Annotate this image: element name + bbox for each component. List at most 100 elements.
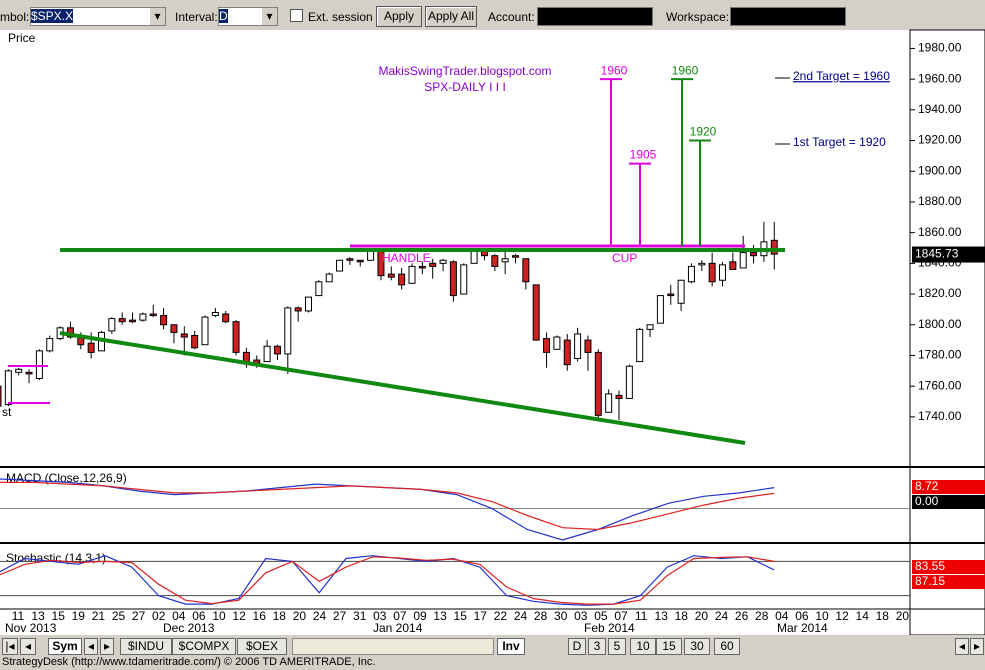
y-tick-label: 1740.00 (918, 409, 962, 423)
candle-body (0, 385, 2, 407)
symbol-tab[interactable]: $INDU (120, 638, 172, 655)
x-tick-label: 18 (273, 609, 287, 623)
candle-body (108, 318, 116, 332)
nav[interactable]: ◂ (20, 638, 36, 655)
x-tick-label: 11 (635, 609, 648, 623)
workspace-select[interactable] (730, 7, 846, 26)
symbol-input[interactable]: $SPX.X ▾ (30, 7, 166, 26)
period-tab[interactable]: 5 (608, 638, 626, 655)
interval-input[interactable]: D ▾ (218, 7, 278, 26)
candle-body (501, 258, 509, 263)
x-tick-label: 20 (896, 609, 910, 623)
x-tick-label: 15 (52, 609, 66, 623)
month-label: Feb 2014 (584, 621, 635, 635)
candle-body (429, 262, 437, 267)
symbol-tab[interactable]: $COMPX (172, 638, 236, 655)
period-tab[interactable]: D (568, 638, 586, 655)
candle-body (719, 264, 726, 281)
checkbox[interactable] (290, 9, 303, 22)
interval-value: D (219, 9, 228, 23)
y-tick-label: 1800.00 (918, 317, 962, 331)
candle-body (211, 311, 219, 317)
candle-body (543, 338, 551, 353)
candle-body (491, 255, 499, 267)
candle-body (750, 252, 758, 257)
candle-body (522, 258, 530, 283)
x-tick-label: 15 (454, 609, 468, 623)
symbol-tab[interactable]: $OEX (237, 638, 287, 655)
candle-body (460, 264, 468, 295)
x-tick-label: 18 (675, 609, 689, 623)
x-tick-label: 30 (554, 609, 568, 623)
x-tick-label: 07 (393, 609, 407, 623)
scrollbar[interactable] (292, 638, 494, 655)
x-tick-label: 26 (735, 609, 749, 623)
pane-title: Stochastic (14,3,1) (6, 551, 106, 565)
x-tick-label: 25 (112, 609, 126, 623)
indicator-value: 87.15 (915, 574, 945, 588)
period-tab[interactable]: 10 (630, 638, 656, 655)
x-tick-label: 09 (413, 609, 427, 623)
projection-label: 1960 (601, 63, 628, 77)
y-tick-label: 1820.00 (918, 286, 962, 300)
period-tab[interactable]: 60 (714, 638, 740, 655)
x-tick-label: 12 (835, 609, 849, 623)
candle-body (646, 324, 654, 330)
candle-body (356, 259, 364, 263)
candle-body (273, 345, 281, 355)
candle-body (398, 273, 406, 286)
annotation: SPX-DAILY I I I (424, 80, 506, 94)
period-tab[interactable]: 3 (588, 638, 606, 655)
candle-body (563, 339, 571, 366)
candle-body (605, 393, 613, 413)
account-select[interactable] (537, 7, 653, 26)
candle-body (139, 313, 147, 321)
month-label: Mar 2014 (777, 621, 828, 635)
x-tick-label: 24 (715, 609, 729, 623)
x-tick-label: 14 (856, 609, 870, 623)
nav[interactable]: ◂ (955, 638, 969, 655)
candle-body (4, 370, 12, 406)
month-label: Nov 2013 (5, 621, 57, 635)
nav[interactable]: ◂ (84, 638, 98, 655)
annotation: HANDLE (382, 251, 431, 265)
candle-body (512, 255, 519, 258)
value-box (912, 480, 985, 494)
apply-all-button[interactable]: Apply All (425, 6, 477, 27)
value-box (912, 560, 985, 574)
period-tab[interactable]: 15 (656, 638, 682, 655)
trendline (59, 331, 746, 445)
candle-body (470, 250, 478, 264)
apply-button[interactable]: Apply (376, 6, 422, 27)
y-tick-label: 1960.00 (918, 71, 962, 85)
y-tick-label: 1900.00 (918, 163, 962, 177)
pane-title: MACD (Close,12,26,9) (6, 471, 127, 485)
candle-body (584, 339, 592, 353)
candle-body (615, 394, 623, 399)
candle-body (729, 261, 737, 270)
x-tick-label: 07 (614, 609, 628, 623)
x-tick-label: 06 (192, 609, 206, 623)
chart: Price 1740.00 1760.00 1780.00 1800.00 1820.00… (0, 29, 985, 635)
candle-body (449, 261, 457, 297)
candle-body (739, 252, 747, 269)
sym-tab[interactable]: Sym (48, 638, 82, 655)
candle-body (336, 259, 344, 272)
candle-body (387, 273, 395, 278)
nav[interactable]: |◂ (2, 638, 18, 655)
annotation: st (2, 405, 12, 419)
nav[interactable]: ▸ (970, 638, 984, 655)
month-label: Jan 2014 (373, 621, 423, 635)
x-tick-label: 13 (31, 609, 45, 623)
period-tab[interactable]: 30 (684, 638, 710, 655)
candle-body (305, 296, 312, 312)
nav[interactable]: ▸ (100, 638, 114, 655)
inv-tab[interactable]: Inv (497, 638, 525, 655)
x-tick-label: 03 (373, 609, 387, 623)
x-tick-label: 10 (815, 609, 829, 623)
symbol-label: mbol: (0, 10, 30, 24)
candle-body (532, 284, 540, 341)
candle-body (15, 368, 23, 373)
y-tick-label: 1920.00 (918, 133, 962, 147)
y-tick-label: 1760.00 (918, 378, 962, 392)
